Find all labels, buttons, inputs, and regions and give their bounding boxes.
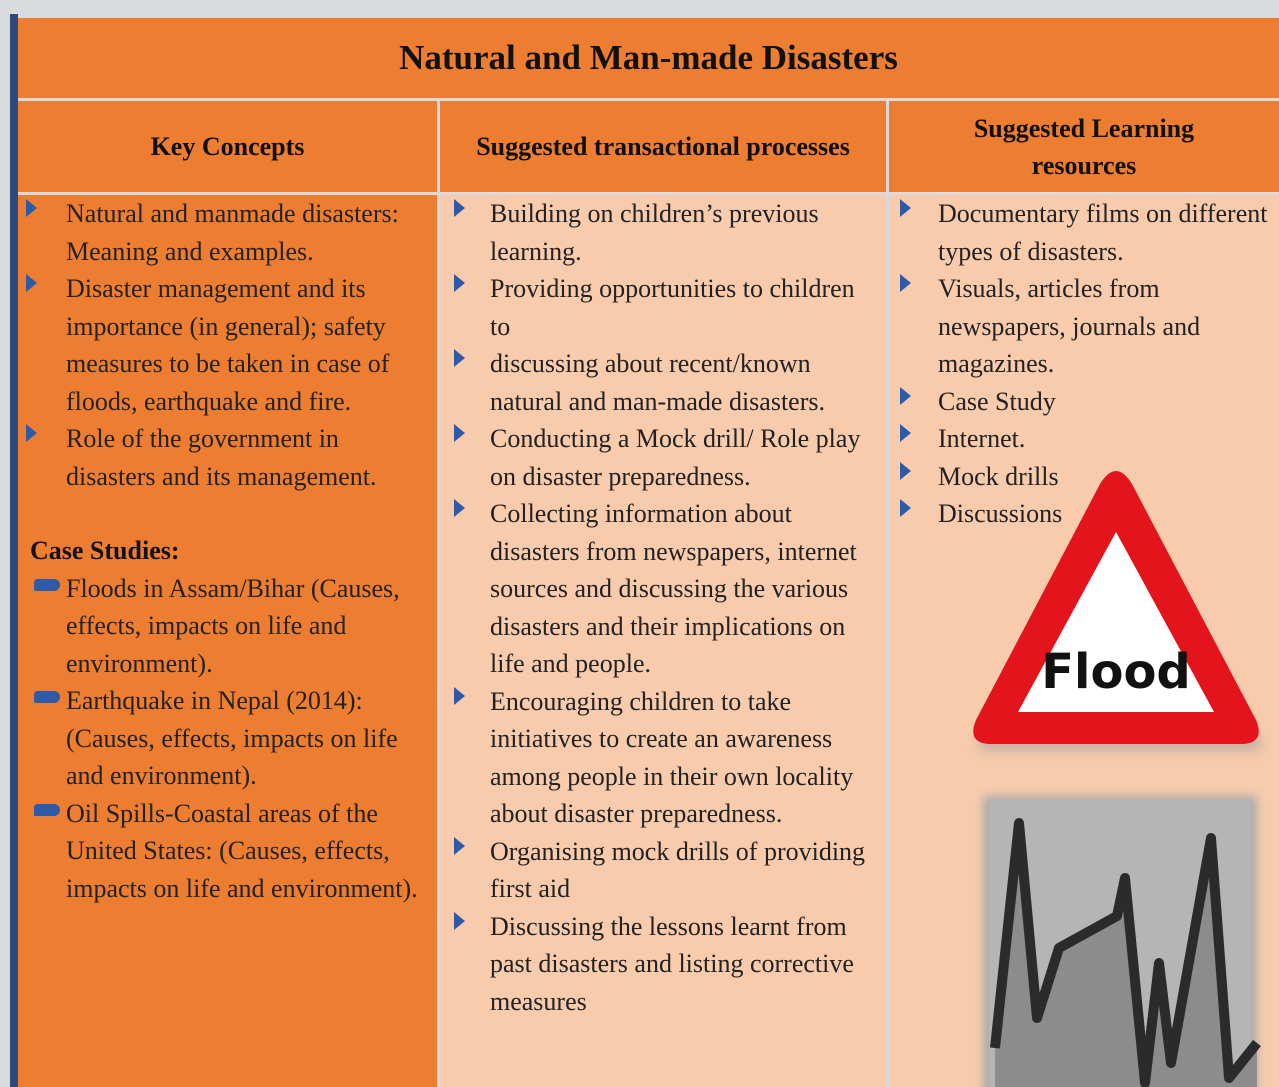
process-item: discussing about recent/known natural an… bbox=[490, 345, 872, 420]
arrow-bullet bbox=[900, 462, 911, 480]
column-header: Key Concepts bbox=[18, 101, 437, 192]
case-study-item: Floods in Assam/Bihar (Causes, effects, … bbox=[66, 570, 427, 683]
arrow-bullet bbox=[900, 387, 911, 405]
chart-image bbox=[975, 788, 1265, 1087]
arrow-bullet bbox=[454, 424, 465, 442]
arrow-bullet bbox=[454, 349, 465, 367]
key-concepts-cell: Natural and manmade disasters: Meaning a… bbox=[18, 195, 437, 1087]
process-item: Collecting information about disasters f… bbox=[490, 495, 872, 683]
concept-item: Disaster management and its importance (… bbox=[66, 270, 427, 420]
arrow-bullet bbox=[454, 274, 465, 292]
arrow-bullet bbox=[454, 499, 465, 517]
arrow-bullet bbox=[454, 199, 465, 217]
arrow-bullet bbox=[900, 199, 911, 217]
arrow-bullet bbox=[26, 274, 37, 292]
arrow-bullet bbox=[454, 687, 465, 705]
page: {"title": "Natural and Man-made Disaster… bbox=[0, 0, 1279, 1087]
column-header: Suggested Learning resources bbox=[889, 101, 1279, 192]
flood-sign: Flood bbox=[960, 462, 1272, 767]
table-title: Natural and Man-made Disasters bbox=[18, 18, 1279, 98]
concept-item: Natural and manmade disasters: Meaning a… bbox=[66, 195, 427, 270]
arrow-bullet bbox=[900, 499, 911, 517]
resource-item: Visuals, articles from newspapers, journ… bbox=[938, 270, 1271, 383]
process-item: Discussing the lessons learnt from past … bbox=[490, 908, 872, 1021]
process-item: Providing opportunities to children to bbox=[490, 270, 872, 345]
process-item: Building on children’s previous learning… bbox=[490, 195, 872, 270]
hand-bullet bbox=[34, 691, 60, 703]
process-item: Conducting a Mock drill/ Role play on di… bbox=[490, 420, 872, 495]
resource-item: Documentary films on different types of … bbox=[938, 195, 1271, 270]
arrow-bullet bbox=[900, 274, 911, 292]
document: Natural and Man-made Disasters Key Conce… bbox=[0, 0, 1279, 1087]
resource-item: Internet. bbox=[938, 420, 1271, 458]
processes-cell: Building on children’s previous learning… bbox=[440, 195, 886, 1087]
arrow-bullet bbox=[454, 837, 465, 855]
process-item: Organising mock drills of providing firs… bbox=[490, 833, 872, 908]
process-item: Encouraging children to take initiatives… bbox=[490, 683, 872, 833]
resource-item: Case Study bbox=[938, 383, 1271, 421]
arrow-bullet bbox=[454, 912, 465, 930]
hand-bullet bbox=[34, 804, 60, 816]
concept-item: Role of the government in disasters and … bbox=[66, 420, 427, 495]
sign-label: Flood bbox=[1041, 644, 1191, 700]
case-studies-heading: Case Studies: bbox=[30, 532, 427, 570]
case-study-item: Earthquake in Nepal (2014): (Causes, eff… bbox=[66, 682, 427, 795]
column-header: Suggested transactional processes bbox=[440, 101, 886, 192]
hand-bullet bbox=[34, 579, 60, 591]
arrow-bullet bbox=[26, 424, 37, 442]
case-study-item: Oil Spills-Coastal areas of the United S… bbox=[66, 795, 427, 908]
arrow-bullet bbox=[26, 199, 37, 217]
left-border bbox=[10, 14, 18, 1087]
arrow-bullet bbox=[900, 424, 911, 442]
